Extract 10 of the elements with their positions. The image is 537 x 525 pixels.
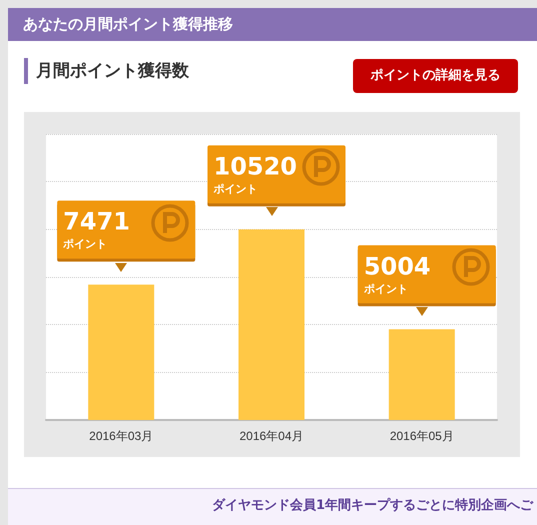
data-label: 7471 ポイント — [62, 208, 130, 251]
data-label: 5004 ポイント — [362, 252, 431, 296]
x-tick-label: 2016年04月 — [239, 429, 304, 443]
text: ダイヤモンド会員1年間キープするごとに特別企画へご — [8, 488, 537, 525]
chart-subtitle: 月間ポイント獲得数 — [24, 58, 189, 84]
x-tick-label: 2016年03月 — [89, 429, 154, 443]
chart-title: あなたの月間ポイント獲得推移 — [8, 8, 537, 41]
text: ポイントの詳細を見る — [353, 59, 518, 93]
x-tick-label: 2016年05月 — [390, 429, 454, 443]
data-label: 10520 ポイント — [212, 152, 297, 196]
